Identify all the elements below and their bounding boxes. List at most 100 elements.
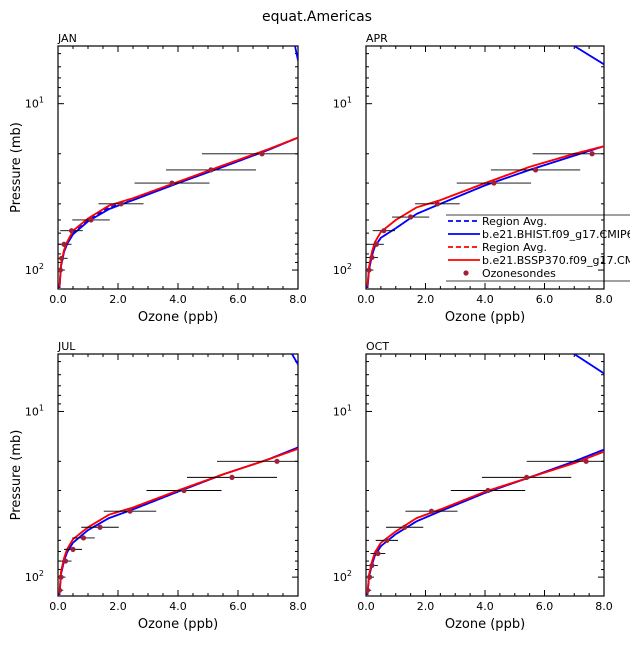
hist-model-line xyxy=(58,136,298,288)
ozonesonde-point xyxy=(88,217,94,223)
ozonesonde-point xyxy=(229,474,235,480)
plot-frame xyxy=(57,353,299,597)
panel-apr: APR 0.0 2.0 4.0 6.0 8.0 101 102 Ozone (ppb) xyxy=(333,32,613,325)
x-tick-label: 2.0 xyxy=(417,600,435,613)
ozonesonde-point xyxy=(62,558,69,564)
ozonesonde-point xyxy=(375,550,381,557)
ozonesonde-point xyxy=(58,267,63,273)
x-axis-label: Ozone (ppb) xyxy=(138,310,218,325)
ozonesonde-point xyxy=(428,508,435,514)
y-tick-label: 102 xyxy=(333,262,352,277)
ssp-model-line xyxy=(366,145,604,287)
legend-label: Ozonesondes xyxy=(482,267,556,280)
ozonesonde-point xyxy=(369,562,375,569)
hist-region-avg-line xyxy=(58,446,298,595)
upper-tail-line xyxy=(291,354,298,365)
ozonesonde-point xyxy=(97,524,103,530)
ozonesonde-point xyxy=(381,228,387,234)
x-tick-label: 8.0 xyxy=(595,293,613,306)
x-tick-label: 8.0 xyxy=(595,600,613,613)
figure-title: equat.Americas xyxy=(262,9,372,25)
ozonesonde-point xyxy=(589,151,595,157)
legend-label: b.e21.BHIST.f09_g17.CMIP6-AMIP-WACCM.001 xyxy=(482,228,634,241)
ozonesonde-point xyxy=(80,535,87,541)
x-axis-label: Ozone (ppb) xyxy=(445,617,525,632)
ozonesonde-point xyxy=(274,458,280,464)
x-tick-label: 0.0 xyxy=(49,293,67,306)
x-tick-label: 8.0 xyxy=(289,600,307,613)
panel-month-label: JUL xyxy=(57,340,76,353)
ssp-region-avg-line xyxy=(58,448,298,594)
panel-month-label: OCT xyxy=(366,340,389,353)
panels: JAN 0.0 2.0 4.0 6.0 8.0 101 102 Ozone (ppb) Press… xyxy=(9,32,613,632)
ozonesonde-point xyxy=(259,151,265,157)
y-tick-label: 101 xyxy=(25,403,44,418)
ozonesonde-point xyxy=(366,267,372,273)
x-tick-label: 0.0 xyxy=(357,600,375,613)
y-tick-label: 102 xyxy=(25,569,44,584)
legend-label: Region Avg. xyxy=(482,241,547,254)
x-axis-label: Ozone (ppb) xyxy=(445,310,525,325)
upper-tail-line xyxy=(294,46,298,61)
x-tick-label: 4.0 xyxy=(476,600,494,613)
ozonesonde-point xyxy=(70,546,76,552)
ozonesonde-point xyxy=(384,537,390,543)
y-tick-label: 102 xyxy=(333,569,352,584)
plot-frame xyxy=(365,353,605,597)
y-tick-label: 101 xyxy=(333,96,352,111)
ozonesonde-point xyxy=(583,458,589,464)
ozonesonde-point xyxy=(402,524,408,530)
ozonesonde-point xyxy=(68,228,75,234)
ssp-model-line xyxy=(58,447,298,594)
panel-oct: OCT 0.0 2.0 4.0 6.0 8.0 101 102 Ozone (ppb) xyxy=(333,340,613,632)
ozonesonde-point xyxy=(58,574,64,580)
x-tick-label: 2.0 xyxy=(109,600,127,613)
hist-region-avg-line xyxy=(58,136,298,288)
y-axis-label: Pressure (mb) xyxy=(9,430,24,521)
x-tick-label: 2.0 xyxy=(417,293,435,306)
x-tick-label: 6.0 xyxy=(229,600,247,613)
ozonesonde-point xyxy=(491,180,497,186)
ssp-region-avg-line xyxy=(58,136,298,287)
upper-tail-line xyxy=(573,46,604,66)
ssp-model-line xyxy=(366,450,604,594)
panel-month-label: JAN xyxy=(57,32,77,45)
x-tick-label: 4.0 xyxy=(476,293,494,306)
hist-model-line xyxy=(366,448,604,595)
legend-marker-ozonesondes xyxy=(463,270,469,276)
ozonesonde-point xyxy=(181,487,187,494)
ozonesonde-point xyxy=(524,474,530,480)
ssp-region-avg-line xyxy=(366,450,604,594)
ozonesonde-point xyxy=(366,574,373,580)
legend-label: Region Avg. xyxy=(482,215,547,228)
ozonesonde-point xyxy=(485,487,491,494)
x-tick-label: 8.0 xyxy=(289,293,307,306)
ozonesonde-point xyxy=(366,587,371,593)
x-tick-label: 4.0 xyxy=(169,293,187,306)
x-tick-label: 0.0 xyxy=(357,293,375,306)
x-tick-label: 6.0 xyxy=(536,600,554,613)
y-tick-label: 101 xyxy=(333,403,352,418)
y-tick-label: 101 xyxy=(25,96,44,111)
ozonesonde-point xyxy=(118,201,124,207)
ozonesonde-point xyxy=(208,167,214,173)
ozonesonde-point xyxy=(61,241,67,247)
ozonesonde-point xyxy=(58,587,63,593)
x-tick-label: 2.0 xyxy=(109,293,127,306)
plot-area xyxy=(366,354,604,595)
panel-jul: JUL 0.0 2.0 4.0 6.0 8.0 101 102 Ozone (ppb) Press… xyxy=(9,340,307,632)
ozonesonde-point xyxy=(434,201,440,207)
ozonesonde-point xyxy=(59,255,65,261)
plot-area xyxy=(58,354,298,595)
x-tick-label: 0.0 xyxy=(49,600,67,613)
plot-area xyxy=(366,46,604,288)
ssp-model-line xyxy=(58,136,298,287)
ozonesonde-point xyxy=(373,241,380,247)
y-axis-label: Pressure (mb) xyxy=(9,122,24,213)
y-tick-label: 102 xyxy=(25,262,44,277)
x-tick-label: 4.0 xyxy=(169,600,187,613)
panel-jan: JAN 0.0 2.0 4.0 6.0 8.0 101 102 Ozone (ppb) Press… xyxy=(9,32,307,325)
ozonesonde-point xyxy=(369,254,375,261)
legend: Region Avg.b.e21.BHIST.f09_g17.CMIP6-AMI… xyxy=(446,214,634,282)
